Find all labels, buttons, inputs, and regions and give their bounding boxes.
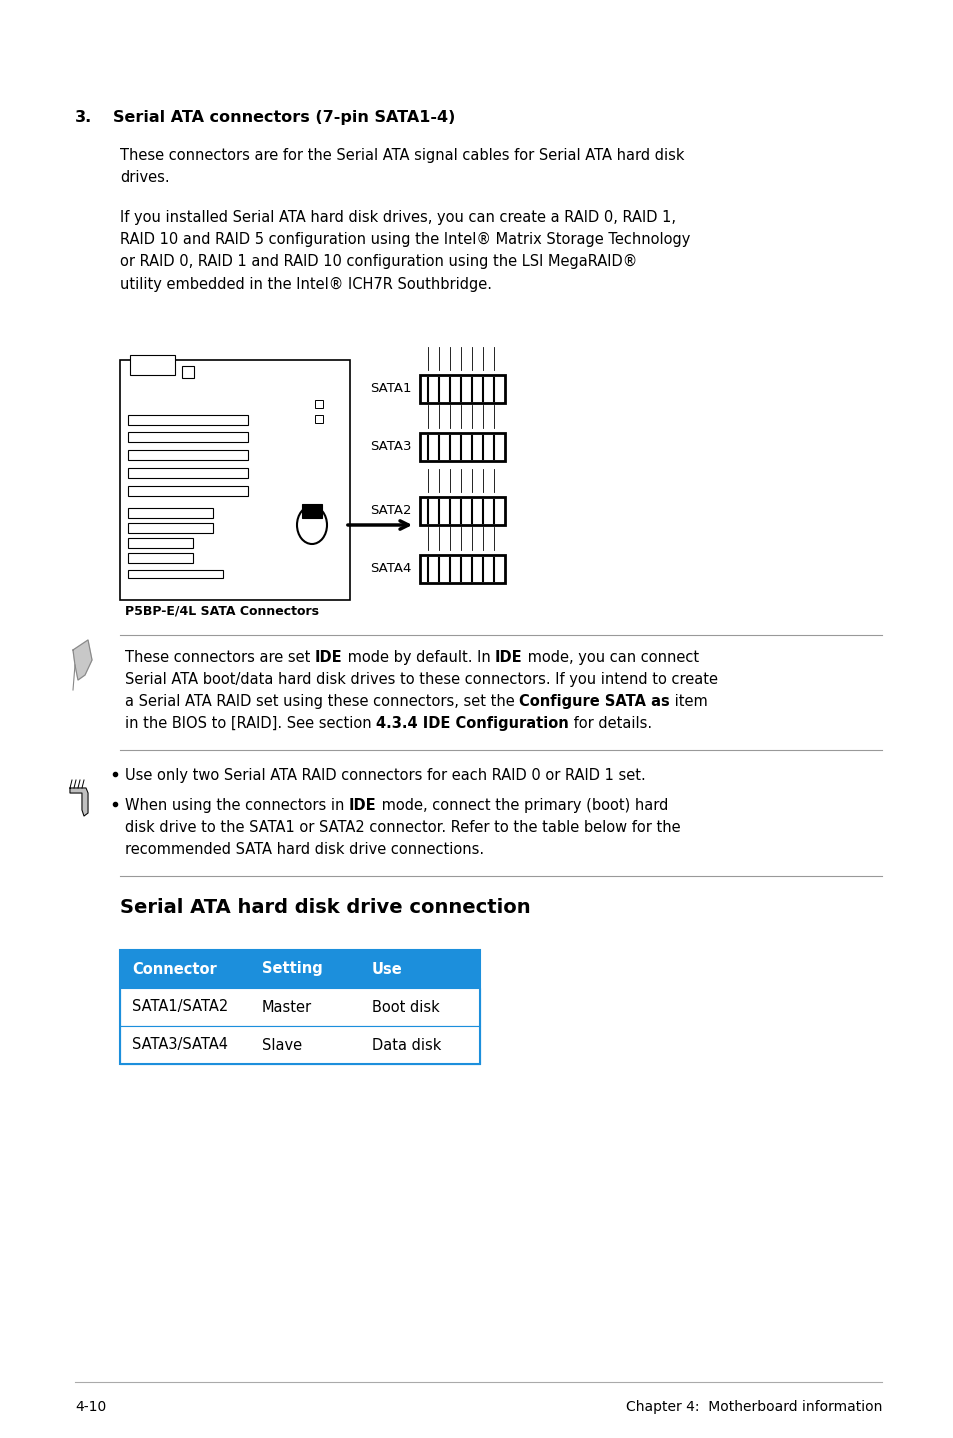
Text: recommended SATA hard disk drive connections.: recommended SATA hard disk drive connect… (125, 843, 483, 857)
Text: Boot disk: Boot disk (372, 999, 439, 1014)
Text: Use: Use (372, 962, 402, 976)
Text: Setting: Setting (262, 962, 322, 976)
Bar (128, 554, 193, 564)
Text: SATA1: SATA1 (370, 383, 412, 395)
Text: Connector: Connector (132, 962, 216, 976)
Text: Slave: Slave (262, 1037, 302, 1053)
Bar (130, 355, 174, 375)
Text: IDE: IDE (314, 650, 342, 664)
Bar (314, 416, 323, 423)
Bar (128, 431, 248, 441)
Text: disk drive to the SATA1 or SATA2 connector. Refer to the table below for the: disk drive to the SATA1 or SATA2 connect… (125, 820, 679, 835)
Text: SATA4: SATA4 (370, 562, 412, 575)
Text: Master: Master (262, 999, 312, 1014)
Text: mode, connect the primary (boot) hard: mode, connect the primary (boot) hard (376, 798, 667, 812)
Bar (128, 523, 213, 533)
Bar (128, 508, 213, 518)
Text: mode, you can connect: mode, you can connect (522, 650, 698, 664)
Bar (120, 1025, 479, 1064)
Text: SATA2: SATA2 (370, 505, 412, 518)
Text: for details.: for details. (568, 716, 652, 731)
Text: 3.: 3. (75, 109, 92, 125)
Text: mode by default. In: mode by default. In (342, 650, 495, 664)
Bar (182, 367, 193, 378)
Text: If you installed Serial ATA hard disk drives, you can create a RAID 0, RAID 1,
R: If you installed Serial ATA hard disk dr… (120, 210, 690, 292)
Text: Data disk: Data disk (372, 1037, 441, 1053)
Text: SATA3/SATA4: SATA3/SATA4 (132, 1037, 228, 1053)
Polygon shape (70, 788, 88, 815)
Text: Serial ATA hard disk drive connection: Serial ATA hard disk drive connection (120, 897, 530, 917)
Text: item: item (669, 695, 707, 709)
Bar (419, 375, 504, 403)
Bar (128, 569, 223, 578)
Text: 4.3.4 IDE Configuration: 4.3.4 IDE Configuration (375, 716, 568, 731)
Bar (128, 486, 248, 496)
Text: SATA1/SATA2: SATA1/SATA2 (132, 999, 228, 1014)
Text: These connectors are set: These connectors are set (125, 650, 314, 664)
Text: Serial ATA connectors (7-pin SATA1-4): Serial ATA connectors (7-pin SATA1-4) (112, 109, 455, 125)
Text: Use only two Serial ATA RAID connectors for each RAID 0 or RAID 1 set.: Use only two Serial ATA RAID connectors … (125, 768, 645, 784)
Text: Chapter 4:  Motherboard information: Chapter 4: Motherboard information (625, 1401, 882, 1414)
Polygon shape (73, 640, 91, 680)
Text: IDE: IDE (349, 798, 376, 812)
Text: a Serial ATA RAID set using these connectors, set the: a Serial ATA RAID set using these connec… (125, 695, 518, 709)
Bar (419, 555, 504, 582)
Bar (120, 951, 479, 988)
Bar (302, 503, 322, 518)
Text: in the BIOS to [RAID]. See section: in the BIOS to [RAID]. See section (125, 716, 375, 731)
Text: Serial ATA boot/data hard disk drives to these connectors. If you intend to crea: Serial ATA boot/data hard disk drives to… (125, 672, 718, 687)
Bar (419, 433, 504, 462)
Bar (128, 416, 248, 426)
Bar (314, 400, 323, 408)
Bar (128, 538, 193, 548)
Text: When using the connectors in: When using the connectors in (125, 798, 349, 812)
Text: SATA3: SATA3 (370, 440, 412, 453)
Text: 4-10: 4-10 (75, 1401, 106, 1414)
Text: Configure SATA as: Configure SATA as (518, 695, 669, 709)
Bar (128, 467, 248, 477)
Bar (128, 450, 248, 460)
Bar (120, 360, 350, 600)
Text: P5BP-E/4L SATA Connectors: P5BP-E/4L SATA Connectors (125, 605, 318, 618)
Bar (419, 498, 504, 525)
Text: These connectors are for the Serial ATA signal cables for Serial ATA hard disk
d: These connectors are for the Serial ATA … (120, 148, 684, 186)
Bar (120, 988, 479, 1025)
Text: IDE: IDE (495, 650, 522, 664)
Ellipse shape (296, 506, 327, 544)
Bar (120, 951, 479, 1064)
